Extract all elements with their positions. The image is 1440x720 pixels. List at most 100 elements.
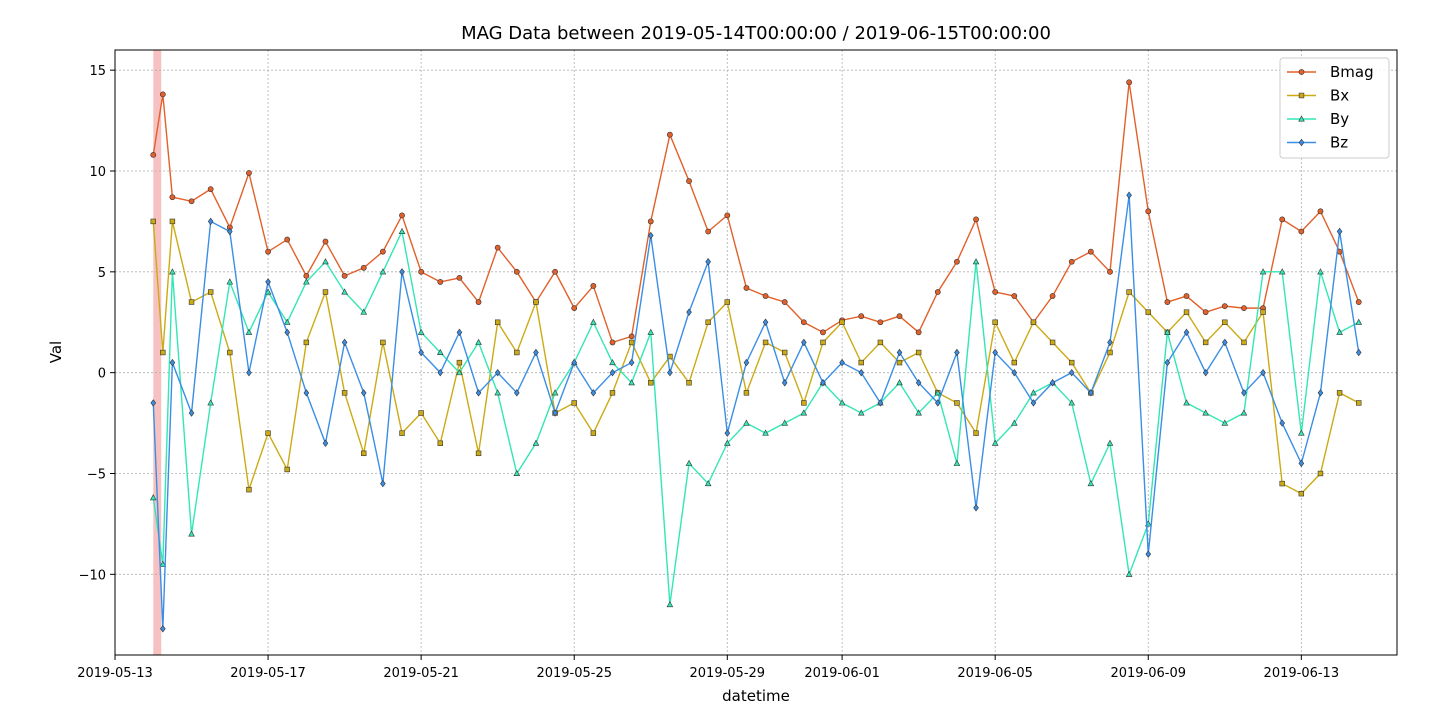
- data-point-bmag: [934, 289, 941, 295]
- data-point-bmag: [188, 198, 195, 205]
- data-point-by: [360, 308, 368, 315]
- data-point-bmag: [973, 216, 979, 223]
- data-point-bz: [954, 348, 960, 357]
- data-point-by: [1164, 328, 1171, 335]
- data-point-by: [781, 419, 789, 426]
- data-point-bmag: [571, 305, 578, 312]
- data-point-bz: [1260, 368, 1266, 377]
- data-point-bz: [456, 328, 463, 337]
- data-point-bz: [227, 227, 233, 236]
- data-point-bmag: [590, 283, 597, 289]
- data-point-bmag: [1087, 248, 1094, 255]
- data-point-bx: [686, 380, 692, 386]
- data-point-by: [188, 530, 195, 537]
- data-point-bz: [1355, 348, 1362, 357]
- data-point-by: [417, 328, 425, 335]
- data-point-bmag: [800, 319, 807, 326]
- data-point-bx: [782, 349, 788, 356]
- data-point-bz: [992, 348, 998, 357]
- data-point-bmag: [992, 289, 999, 295]
- data-point-by: [628, 379, 635, 386]
- data-point-bx: [1260, 309, 1266, 315]
- data-point-bmag: [954, 258, 960, 265]
- data-point-bmag: [915, 329, 922, 336]
- data-point-bz: [1279, 419, 1285, 427]
- data-point-bx: [628, 339, 635, 346]
- data-point-by: [436, 348, 444, 356]
- data-point-bmag: [399, 212, 405, 219]
- data-point-by: [1259, 268, 1267, 275]
- data-point-bmag: [1221, 303, 1228, 310]
- data-point-bz: [839, 358, 845, 367]
- data-point-bz: [1011, 368, 1018, 377]
- legend-item-bx: Bx: [1287, 87, 1349, 105]
- data-point-bz: [571, 358, 577, 367]
- data-point-bmag: [1317, 208, 1324, 215]
- y-tick-label: −5: [87, 468, 106, 483]
- data-point-bx: [877, 339, 884, 346]
- legend-marker: [1298, 69, 1305, 75]
- data-point-by: [322, 258, 329, 265]
- x-tick-label: 2019-05-13: [77, 666, 153, 681]
- data-point-by: [1240, 409, 1248, 416]
- data-point-bx: [399, 430, 405, 436]
- data-point-bz: [877, 399, 884, 407]
- series-bx: [150, 218, 1362, 497]
- data-point-by: [1317, 268, 1324, 275]
- x-axis: 2019-05-13 2019-05-17 2019-05-21 2019-05-25…: [77, 655, 1339, 681]
- data-point-by: [838, 399, 846, 406]
- data-point-by: [800, 409, 808, 416]
- data-point-bx: [207, 289, 214, 295]
- data-point-bmag: [609, 339, 616, 346]
- data-point-by: [1125, 570, 1133, 577]
- data-point-bmag: [705, 228, 712, 235]
- data-point-by: [379, 268, 387, 275]
- data-point-by: [245, 328, 253, 335]
- data-point-bz: [1030, 399, 1037, 407]
- data-point-bx: [915, 349, 922, 356]
- data-point-bmag: [1049, 293, 1056, 299]
- data-point-bz: [188, 409, 195, 417]
- data-point-by: [857, 409, 865, 416]
- data-point-bz: [303, 389, 310, 397]
- x-tick-label: 2019-05-29: [690, 666, 766, 681]
- series-bz: [150, 191, 1362, 633]
- data-point-by: [1106, 439, 1114, 446]
- data-point-bz: [399, 268, 405, 276]
- data-point-bx: [992, 319, 998, 325]
- data-point-by: [398, 227, 406, 234]
- data-point-bmag: [303, 272, 310, 279]
- data-point-bz: [552, 409, 558, 417]
- legend-item-bmag: Bmag: [1287, 63, 1374, 81]
- data-point-bx: [418, 410, 424, 416]
- data-point-by: [704, 479, 712, 487]
- data-point-bmag: [877, 319, 884, 326]
- data-point-by: [456, 369, 463, 376]
- data-point-by: [972, 258, 980, 265]
- data-point-bz: [1126, 191, 1132, 199]
- data-point-bz: [514, 389, 520, 397]
- data-point-bx: [762, 339, 769, 346]
- data-point-bz: [743, 358, 750, 367]
- series-line-bx: [152, 221, 1360, 495]
- x-tick-label: 2019-05-21: [383, 666, 459, 681]
- legend-item-bz: Bz: [1287, 134, 1348, 152]
- data-point-bmag: [265, 248, 271, 255]
- legend-item-by: By: [1287, 110, 1349, 128]
- data-point-bz: [380, 479, 386, 488]
- data-point-bx: [1126, 289, 1132, 295]
- x-tick-label: 2019-05-25: [536, 666, 612, 681]
- data-point-bx: [1222, 319, 1228, 325]
- data-point-bz: [686, 308, 692, 316]
- data-point-bmag: [743, 285, 750, 291]
- data-point-bx: [1145, 309, 1151, 315]
- legend-label: Bmag: [1330, 63, 1374, 81]
- data-point-bz: [1222, 338, 1228, 347]
- data-point-bmag: [858, 313, 865, 320]
- data-point-bz: [1107, 338, 1113, 347]
- highlight-span: [153, 50, 162, 655]
- data-point-bz: [1088, 389, 1094, 397]
- data-point-bx: [1107, 349, 1113, 356]
- grid-lines: [114, 50, 1397, 655]
- data-point-bx: [475, 450, 482, 457]
